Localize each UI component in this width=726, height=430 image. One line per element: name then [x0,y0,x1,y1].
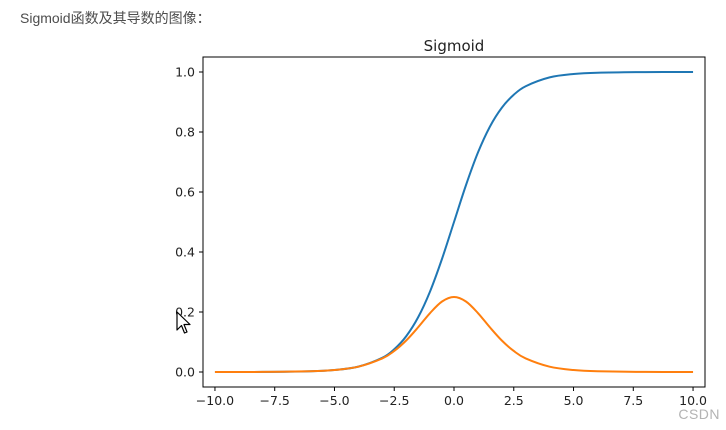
y-tick-label: 0.0 [175,365,195,380]
caption-text: Sigmoid函数及其导数的图像： [20,10,211,26]
watermark-text: CSDN [678,406,720,422]
derivative-line [214,296,694,374]
series-lines [214,71,694,374]
y-tick-label: 1.0 [175,65,195,80]
x-tick-label: 2.5 [504,393,524,408]
x-tick-label: −2.5 [379,393,409,408]
y-tick-label: 0.6 [175,185,195,200]
mouse-pointer-icon [176,311,191,334]
x-tick-label: 10.0 [679,393,707,408]
x-tick-label: 7.5 [623,393,643,408]
chart-title: Sigmoid [424,37,485,55]
x-tick-label: 5.0 [564,393,584,408]
x-tick-label: −10.0 [196,393,234,408]
y-tick-label: 0.4 [175,245,195,260]
x-tick-label: 0.0 [444,393,464,408]
y-axis: 0.00.20.40.60.81.0 [175,65,203,380]
y-tick-label: 0.8 [175,125,195,140]
sigmoid-line [214,71,694,374]
x-tick-label: −7.5 [260,393,290,408]
x-tick-label: −5.0 [319,393,349,408]
x-axis: −10.0 −7.5 −5.0 −2.5 0.0 2.5 5.0 7.5 10.0 [196,387,707,408]
